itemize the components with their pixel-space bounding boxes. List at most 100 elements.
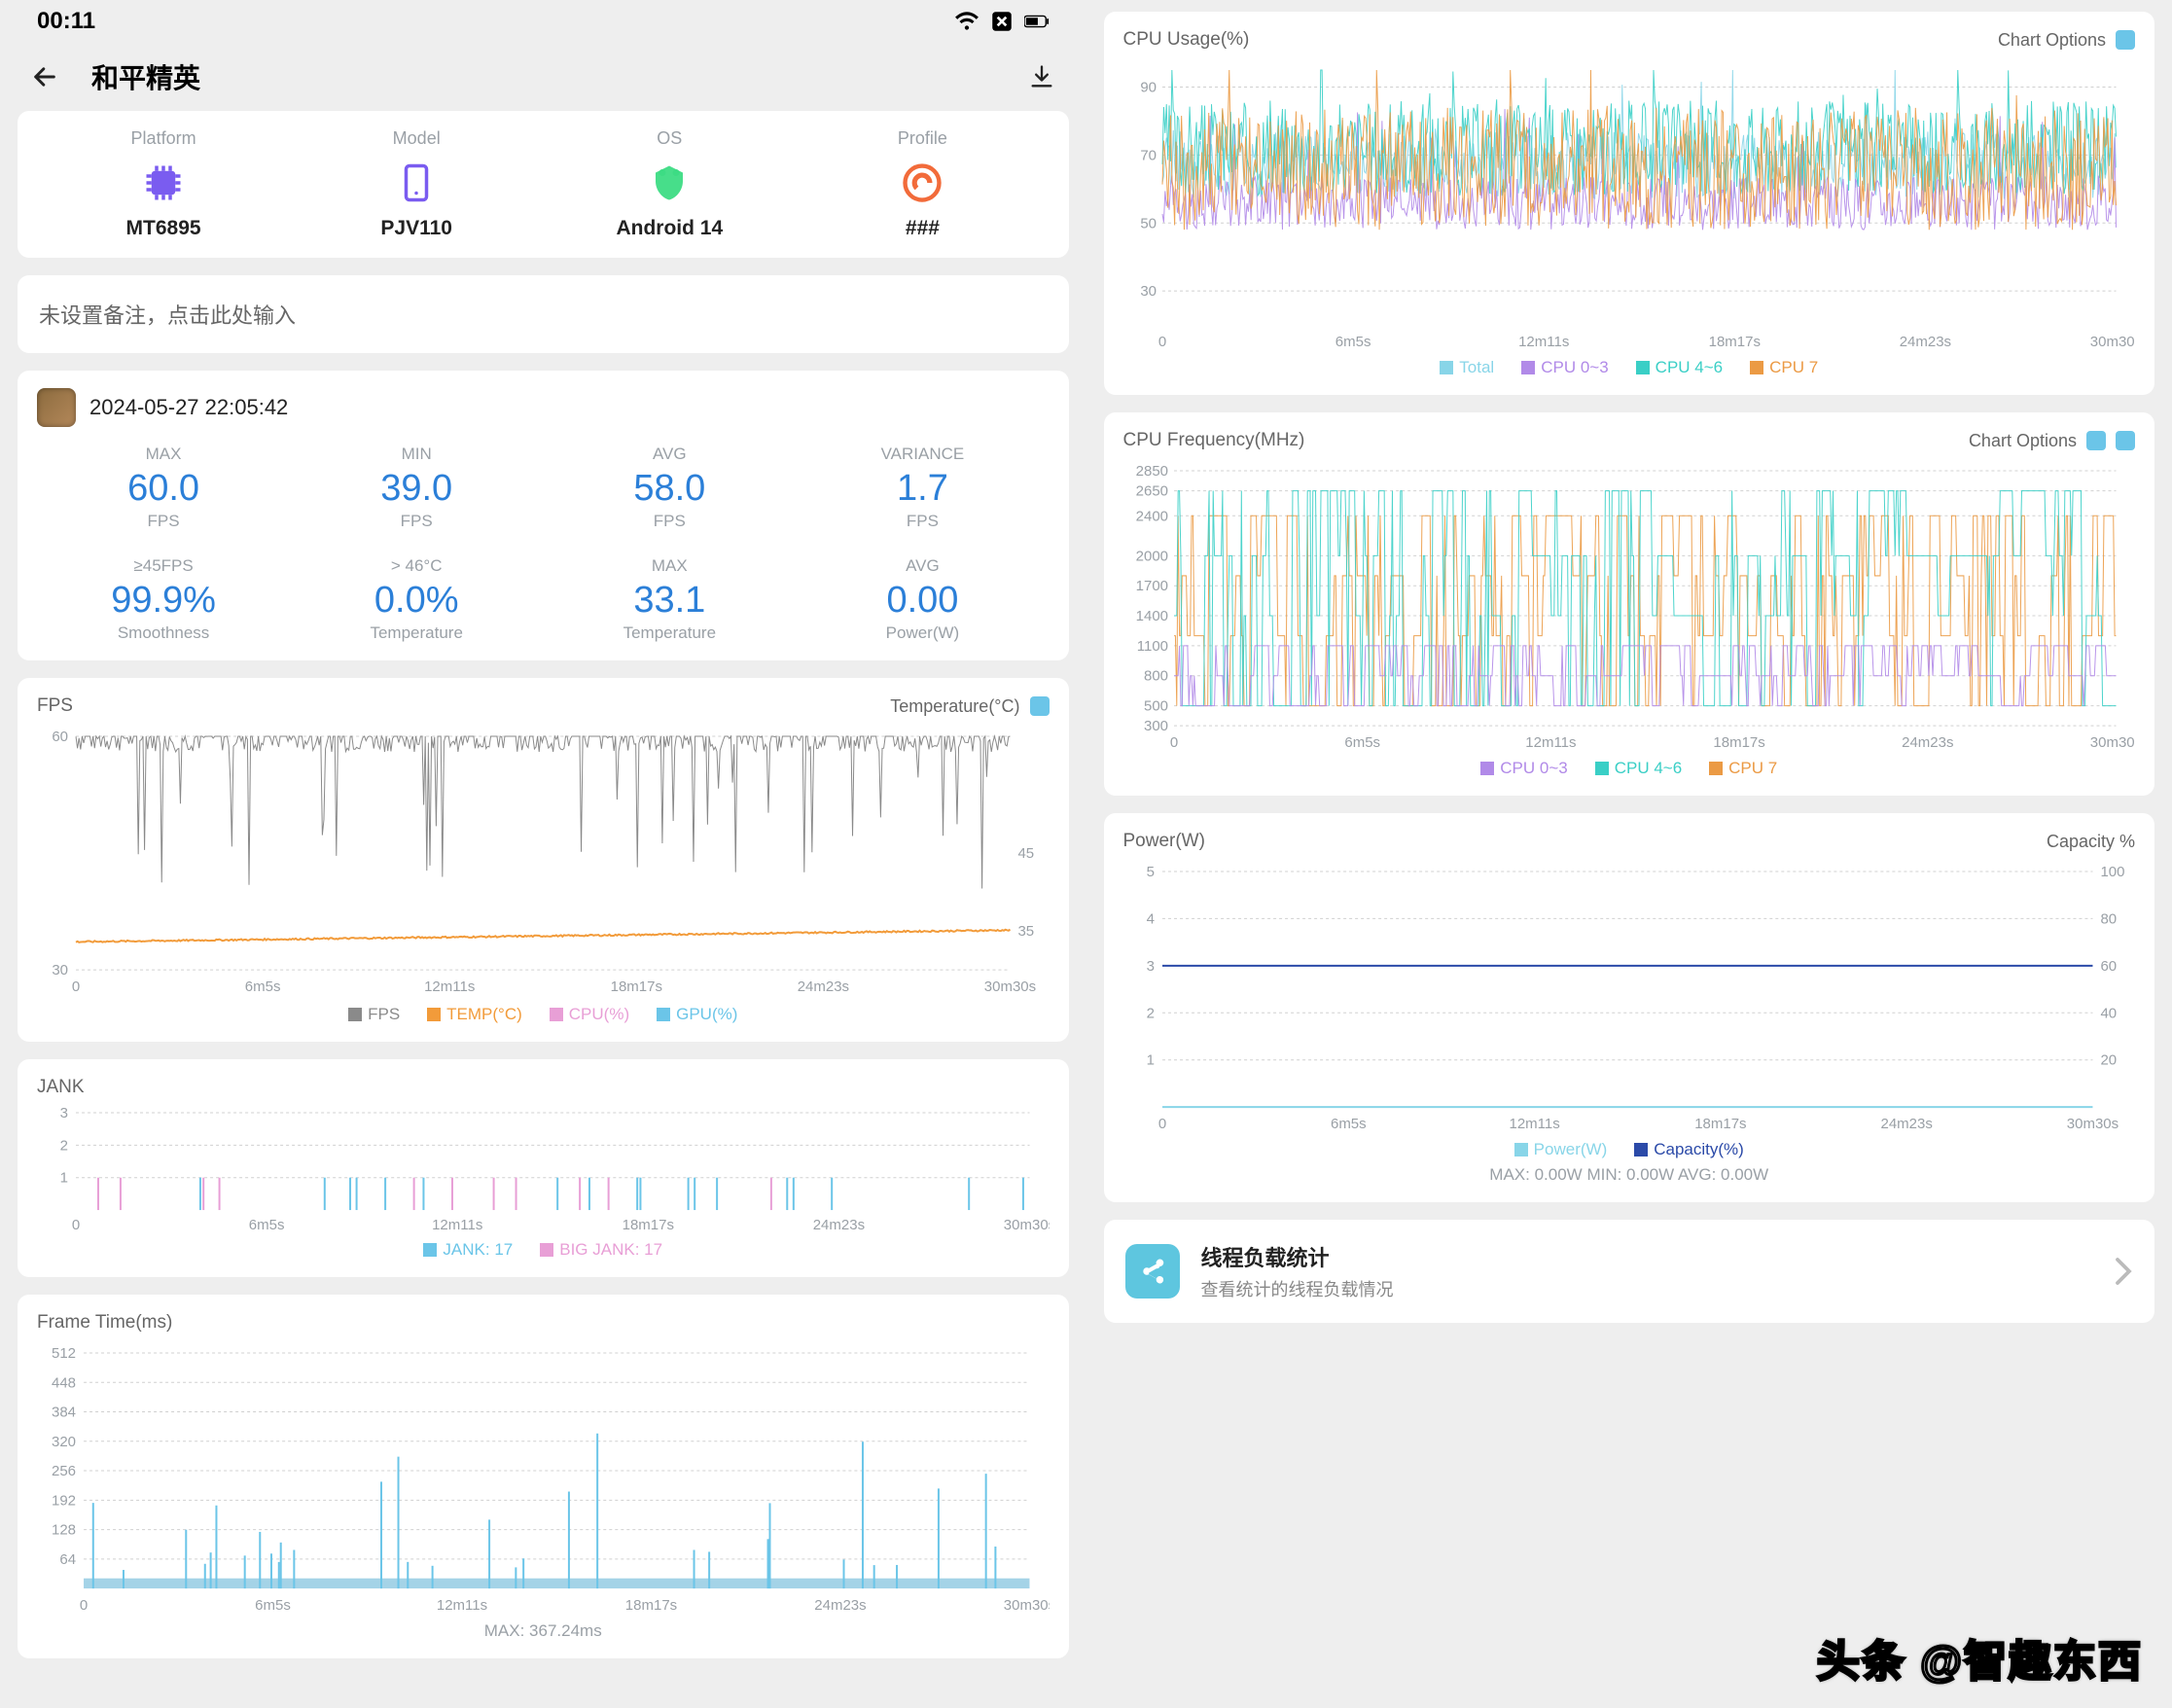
svg-text:500: 500 bbox=[1143, 698, 1167, 715]
download-icon bbox=[1028, 63, 1055, 90]
jank-chart-title: JANK bbox=[37, 1077, 85, 1098]
legend-label: CPU(%) bbox=[569, 1005, 629, 1024]
svg-text:320: 320 bbox=[52, 1434, 76, 1450]
cpu-freq-options[interactable]: Chart Options bbox=[1969, 431, 2135, 451]
svg-text:0: 0 bbox=[72, 1217, 80, 1233]
legend-swatch bbox=[1514, 1143, 1528, 1156]
svg-text:24m23s: 24m23s bbox=[1902, 734, 1953, 751]
svg-text:2000: 2000 bbox=[1135, 549, 1167, 565]
thread-load-row[interactable]: 线程负载统计 查看统计的线程负载情况 bbox=[1104, 1220, 2155, 1323]
jank-chart-card: JANK 12306m5s12m11s18m17s24m23s30m30s JA… bbox=[18, 1059, 1069, 1277]
stat-value: 0.0% bbox=[290, 580, 543, 622]
svg-text:30m30s: 30m30s bbox=[2066, 1116, 2118, 1132]
stat-cell: VARIANCE 1.7 FPS bbox=[796, 445, 1049, 531]
device-value: MT6895 bbox=[37, 217, 290, 240]
stat-header: VARIANCE bbox=[796, 445, 1049, 464]
status-time: 00:11 bbox=[37, 8, 95, 35]
svg-text:12m11s: 12m11s bbox=[437, 1597, 487, 1614]
svg-text:60: 60 bbox=[2100, 958, 2117, 975]
stat-value: 1.7 bbox=[796, 468, 1049, 510]
legend-item: GPU(%) bbox=[657, 1005, 737, 1024]
device-cell: Profile ### bbox=[796, 128, 1049, 240]
arrow-left-icon bbox=[31, 63, 58, 90]
stat-cell: > 46°C 0.0% Temperature bbox=[290, 556, 543, 643]
legend-swatch bbox=[1521, 361, 1535, 374]
legend-item: CPU(%) bbox=[550, 1005, 629, 1024]
power-title: Power(W) bbox=[1123, 831, 1215, 852]
back-button[interactable] bbox=[27, 59, 62, 94]
power-foot: MAX: 0.00W MIN: 0.00W AVG: 0.00W bbox=[1123, 1165, 2136, 1185]
svg-text:30m30s: 30m30s bbox=[1004, 1217, 1050, 1233]
legend-label: TEMP(°C) bbox=[446, 1005, 522, 1024]
svg-text:18m17s: 18m17s bbox=[1713, 734, 1764, 751]
svg-text:30: 30 bbox=[52, 962, 68, 979]
stat-value: 0.00 bbox=[796, 580, 1049, 622]
legend-swatch bbox=[427, 1008, 441, 1021]
download-button[interactable] bbox=[1024, 59, 1059, 94]
svg-text:6m5s: 6m5s bbox=[1330, 1116, 1366, 1132]
svg-text:24m23s: 24m23s bbox=[1899, 334, 1950, 350]
legend-item: CPU 4~6 bbox=[1595, 759, 1682, 778]
legend-label: CPU 4~6 bbox=[1615, 759, 1682, 778]
svg-text:4: 4 bbox=[1146, 911, 1154, 928]
legend-item: JANK: 17 bbox=[423, 1240, 513, 1260]
legend-label: GPU(%) bbox=[676, 1005, 737, 1024]
device-label: Profile bbox=[796, 128, 1049, 149]
legend-item: CPU 0~3 bbox=[1521, 358, 1608, 377]
stat-cell: ≥45FPS 99.9% Smoothness bbox=[37, 556, 290, 643]
legend-item: BIG JANK: 17 bbox=[540, 1240, 662, 1260]
stat-header: MAX bbox=[37, 445, 290, 464]
legend-item: Capacity(%) bbox=[1634, 1140, 1744, 1159]
legend-swatch bbox=[550, 1008, 563, 1021]
svg-text:0: 0 bbox=[1169, 734, 1177, 751]
note-input[interactable]: 未设置备注，点击此处输入 bbox=[18, 275, 1069, 353]
stat-value: 33.1 bbox=[543, 580, 796, 622]
frametime-foot: MAX: 367.24ms bbox=[37, 1621, 1050, 1641]
legend-label: FPS bbox=[368, 1005, 400, 1024]
legend-swatch bbox=[348, 1008, 362, 1021]
legend-swatch bbox=[1634, 1143, 1648, 1156]
device-value: ### bbox=[796, 217, 1049, 240]
svg-text:12m11s: 12m11s bbox=[424, 979, 475, 995]
svg-text:35: 35 bbox=[1017, 923, 1034, 940]
legend-swatch bbox=[540, 1243, 553, 1257]
legend-swatch bbox=[1709, 762, 1723, 775]
stat-cell: MAX 33.1 Temperature bbox=[543, 556, 796, 643]
svg-text:1: 1 bbox=[60, 1170, 68, 1187]
legend-label: BIG JANK: 17 bbox=[559, 1240, 662, 1260]
stat-unit: Temperature bbox=[290, 623, 543, 643]
svg-text:100: 100 bbox=[2100, 864, 2124, 880]
svg-text:12m11s: 12m11s bbox=[432, 1217, 482, 1233]
session-stats-card: 2024-05-27 22:05:42 MAX 60.0 FPSMIN 39.0… bbox=[18, 371, 1069, 660]
device-icon bbox=[290, 159, 543, 207]
svg-text:18m17s: 18m17s bbox=[1708, 334, 1760, 350]
svg-text:12m11s: 12m11s bbox=[1525, 734, 1576, 751]
fps-chart-title: FPS bbox=[37, 695, 73, 717]
svg-text:45: 45 bbox=[1017, 845, 1034, 862]
stat-unit: FPS bbox=[796, 512, 1049, 531]
legend-label: Total bbox=[1459, 358, 1494, 377]
legend-item: CPU 7 bbox=[1709, 759, 1777, 778]
fps-chart-card: FPS Temperature(°C) 3060354506m5s12m11s1… bbox=[18, 678, 1069, 1042]
legend-label: CPU 4~6 bbox=[1656, 358, 1723, 377]
stat-cell: AVG 58.0 FPS bbox=[543, 445, 796, 531]
device-label: Model bbox=[290, 128, 543, 149]
legend-label: CPU 7 bbox=[1728, 759, 1777, 778]
svg-text:384: 384 bbox=[52, 1405, 76, 1421]
legend-swatch bbox=[1750, 361, 1763, 374]
svg-text:50: 50 bbox=[1140, 215, 1157, 231]
svg-text:2400: 2400 bbox=[1135, 508, 1167, 524]
svg-text:128: 128 bbox=[52, 1522, 76, 1539]
legend-swatch bbox=[423, 1243, 437, 1257]
cpu-usage-options[interactable]: Chart Options bbox=[1998, 30, 2135, 51]
frametime-chart-card: Frame Time(ms) 6412819225632038444851206… bbox=[18, 1295, 1069, 1658]
svg-text:24m23s: 24m23s bbox=[1880, 1116, 1932, 1132]
stat-header: ≥45FPS bbox=[37, 556, 290, 576]
legend-item: Total bbox=[1440, 358, 1494, 377]
toggle-icon[interactable] bbox=[1030, 696, 1050, 716]
svg-text:2850: 2850 bbox=[1135, 463, 1167, 480]
legend-item: CPU 7 bbox=[1750, 358, 1818, 377]
svg-text:448: 448 bbox=[52, 1374, 76, 1391]
svg-text:256: 256 bbox=[52, 1463, 76, 1479]
stat-header: MAX bbox=[543, 556, 796, 576]
